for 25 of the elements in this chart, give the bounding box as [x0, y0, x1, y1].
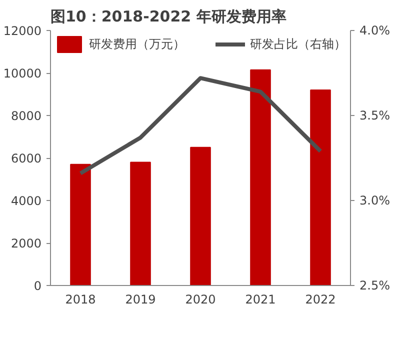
- legend-label: 研发占比（右轴）: [250, 36, 346, 52]
- bar: [310, 90, 331, 286]
- y2-tick-label: 3.5%: [360, 108, 390, 122]
- legend-label: 研发费用（万元）: [89, 36, 185, 52]
- line-series: [78, 76, 322, 176]
- y-tick-label: 12000: [3, 24, 42, 38]
- x-tick-label: 2021: [245, 292, 276, 306]
- y2-tick-label: 4.0%: [360, 24, 390, 38]
- chart-title: 图10：2018-2022 年研发费用率: [50, 8, 286, 26]
- y-tick-label: 6000: [10, 152, 42, 166]
- bar: [70, 164, 91, 286]
- y2-tick-label: 3.0%: [360, 194, 390, 208]
- bar: [250, 69, 271, 286]
- y-tick-label: 8000: [10, 109, 42, 123]
- y-tick-label: 0: [34, 279, 42, 293]
- y-tick-label: 4000: [10, 194, 42, 208]
- x-tick-label: 2022: [305, 292, 336, 306]
- x-tick-label: 2018: [65, 292, 96, 306]
- x-tick-label: 2019: [125, 292, 156, 306]
- y-tick-label: 2000: [10, 236, 42, 250]
- x-tick-label: 2020: [185, 292, 216, 306]
- y-tick-label: 10000: [3, 66, 42, 80]
- y2-tick-label: 2.5%: [360, 278, 390, 292]
- bar: [190, 146, 211, 286]
- bar: [130, 162, 151, 286]
